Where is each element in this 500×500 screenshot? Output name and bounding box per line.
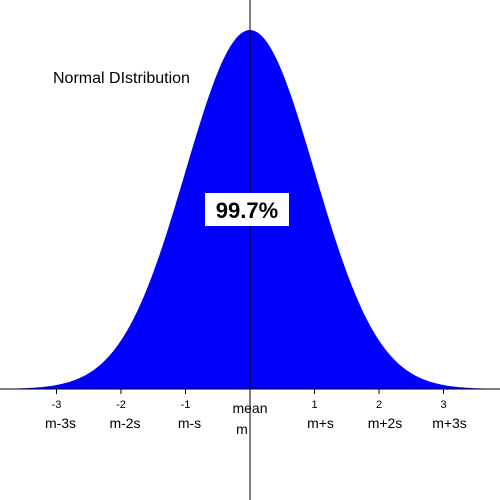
x-tick-number: 1 xyxy=(311,399,317,411)
chart-title: Normal DIstribution xyxy=(53,70,190,87)
sigma-label: m+3s xyxy=(432,415,467,431)
sigma-label: m+s xyxy=(307,415,334,431)
percent-label: 99.7% xyxy=(216,198,278,223)
x-tick-number: -2 xyxy=(116,399,126,411)
mean-symbol-label: m xyxy=(236,421,248,437)
x-tick-number: -3 xyxy=(52,399,62,411)
percent-label-box xyxy=(205,193,289,226)
sigma-label: m+2s xyxy=(368,415,403,431)
sigma-label: m-3s xyxy=(45,415,76,431)
x-axis-ticks: -3 m-3s -2 m-2s -1 m-s mean 1 m+s 2 m+2s 3 m+3s xyxy=(45,389,467,431)
x-tick-number: -1 xyxy=(181,399,191,411)
x-tick-number: 2 xyxy=(376,399,382,411)
mean-label: mean xyxy=(232,400,267,416)
sigma-label: m-2s xyxy=(109,415,140,431)
x-tick-number: 3 xyxy=(440,399,446,411)
sigma-label: m-s xyxy=(178,415,201,431)
